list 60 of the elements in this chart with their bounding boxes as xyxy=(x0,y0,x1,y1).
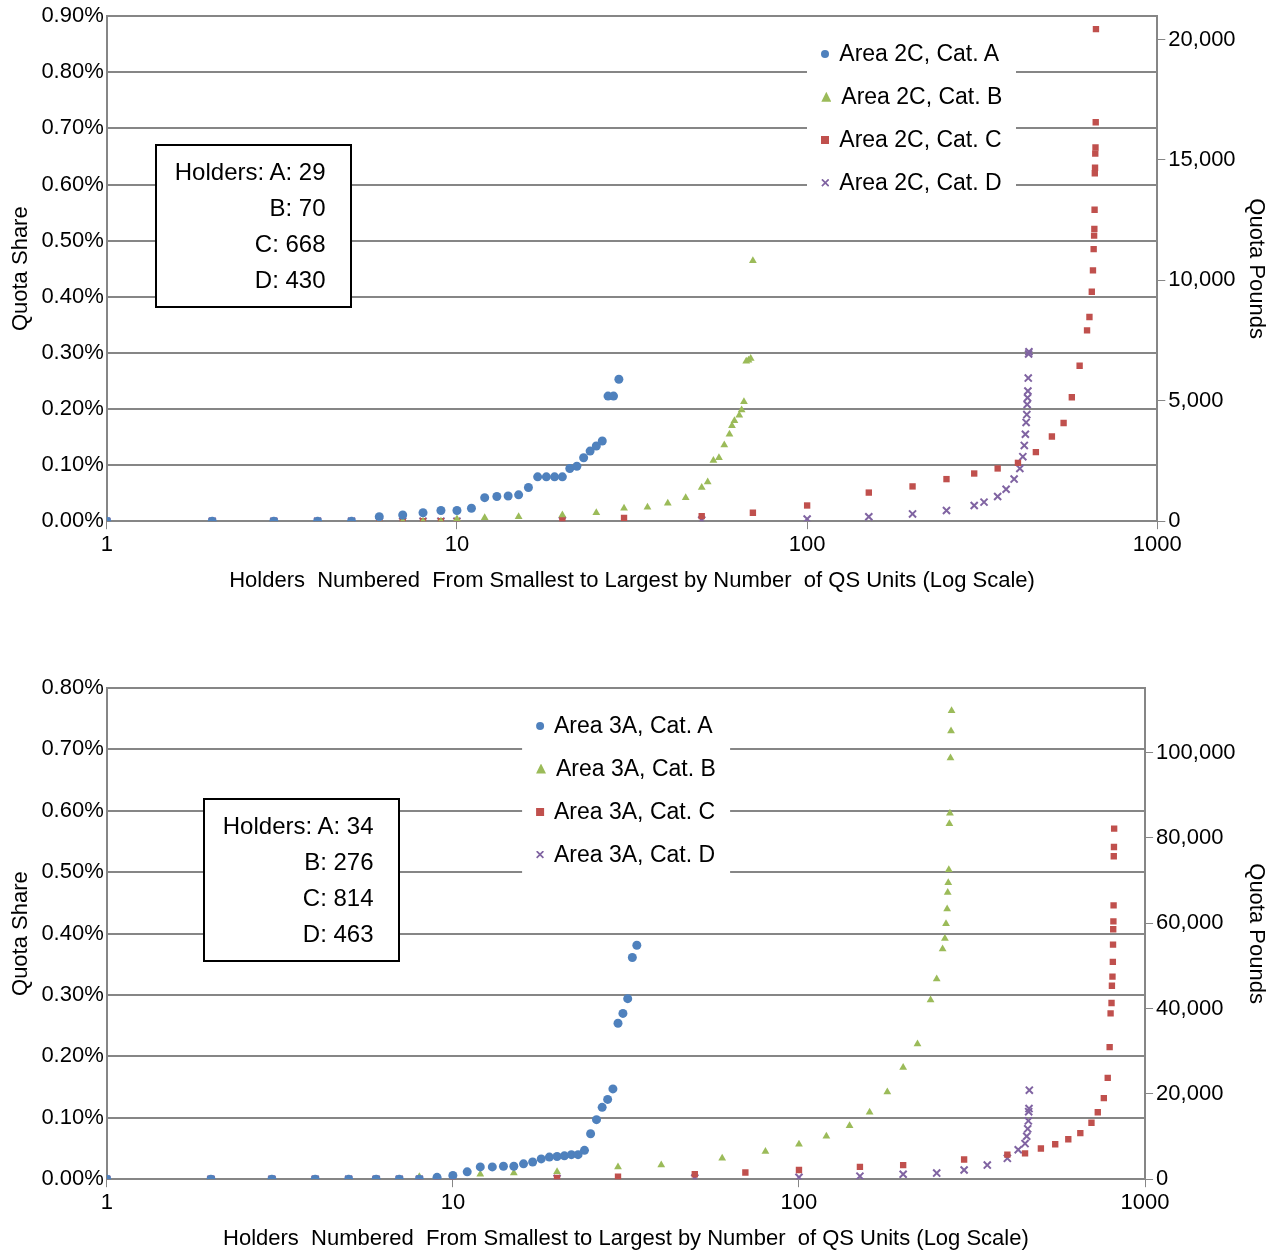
x-tick-label: 10 xyxy=(444,531,470,557)
legend-label: Area 2C, Cat. A xyxy=(839,40,1000,68)
y2-tick-label: 5,000 xyxy=(1168,386,1224,412)
y-tick-label: 0.80% xyxy=(41,58,104,84)
y-tick-label: 0.20% xyxy=(41,395,104,421)
x-axis-title: Holders Numbered From Smallest to Largest by Number of QS Units (Log Scale) xyxy=(223,1224,1029,1250)
annotation: Holders: A: 34 xyxy=(222,811,374,841)
y-tick-label: 0.60% xyxy=(41,170,104,196)
legend-label: Area 3A, Cat. A xyxy=(554,712,713,739)
annotation: B: 70 xyxy=(268,193,326,224)
y-tick-label: 0.90% xyxy=(41,2,104,28)
y-tick-label: 0.60% xyxy=(41,796,104,822)
y2-tick-label: 0 xyxy=(1168,507,1181,533)
y2-axis-title: Quota Pounds xyxy=(1244,198,1270,340)
x-tick-label: 100 xyxy=(780,1189,818,1215)
y2-tick-label: 20,000 xyxy=(1156,1079,1224,1105)
y-tick-label: 0.70% xyxy=(41,735,104,761)
x-tick-label: 1 xyxy=(100,1189,113,1215)
legend-label: Area 2C, Cat. B xyxy=(841,83,1003,111)
y2-tick-label: 20,000 xyxy=(1168,25,1236,51)
y2-tick-label: 100,000 xyxy=(1156,738,1236,764)
legend-label: Area 2C, Cat. C xyxy=(839,126,1002,154)
x-tick-label: 10 xyxy=(440,1189,466,1215)
annotation: B: 276 xyxy=(303,847,374,877)
x-tick-label: 1 xyxy=(100,531,113,557)
y-axis-title: Quota Share xyxy=(7,871,33,996)
y-tick-label: 0.50% xyxy=(41,226,104,252)
y-tick-label: 0.00% xyxy=(41,1165,104,1191)
y-tick-label: 0.30% xyxy=(41,338,104,364)
y-tick-label: 0.70% xyxy=(41,114,104,140)
y-tick-label: 0.50% xyxy=(41,858,104,884)
annotation: C: 814 xyxy=(301,883,374,913)
annotation: C: 668 xyxy=(253,229,326,260)
y2-tick-label: 10,000 xyxy=(1168,266,1236,292)
y-tick-label: 0.40% xyxy=(41,282,104,308)
y-tick-label: 0.30% xyxy=(41,981,104,1007)
legend-label: Area 3A, Cat. C xyxy=(554,798,716,825)
x-tick-label: 1000 xyxy=(1132,531,1182,557)
y2-tick-label: 60,000 xyxy=(1156,909,1224,935)
y2-axis-title: Quota Pounds xyxy=(1244,863,1270,1004)
y-tick-label: 0.20% xyxy=(41,1042,104,1068)
y-axis-title: Quota Share xyxy=(7,206,33,332)
x-axis-title: Holders Numbered From Smallest to Largest by Number of QS Units (Log Scale) xyxy=(229,566,1035,592)
legend-label: Area 3A, Cat. B xyxy=(556,755,716,782)
annotation: D: 463 xyxy=(301,919,374,949)
y2-tick-label: 80,000 xyxy=(1156,824,1224,849)
y-tick-label: 0.80% xyxy=(41,674,104,700)
legend-label: Area 2C, Cat. D xyxy=(839,169,1002,197)
y2-tick-label: 40,000 xyxy=(1156,994,1224,1020)
y2-tick-label: 15,000 xyxy=(1168,145,1236,171)
y-tick-label: 0.00% xyxy=(41,507,104,533)
y-tick-label: 0.10% xyxy=(41,1103,104,1129)
y-tick-label: 0.10% xyxy=(41,451,104,477)
annotation: D: 430 xyxy=(253,265,326,296)
legend-label: Area 3A, Cat. D xyxy=(554,841,716,868)
x-tick-label: 1000 xyxy=(1120,1189,1170,1215)
y-tick-label: 0.40% xyxy=(41,919,104,945)
annotation: Holders: A: 29 xyxy=(174,157,326,188)
x-tick-label: 100 xyxy=(788,531,826,557)
y2-tick-label: 0 xyxy=(1156,1165,1169,1191)
